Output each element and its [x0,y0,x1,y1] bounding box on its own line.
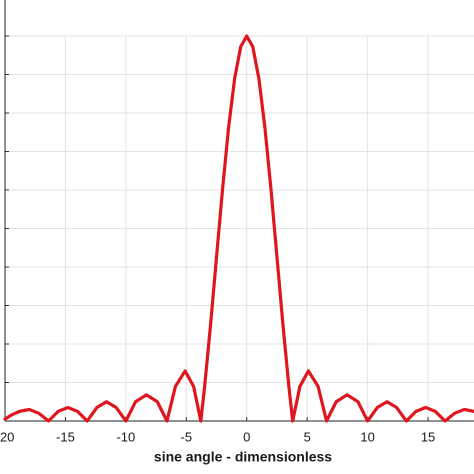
x-tick-label: -20 [0,429,14,444]
x-tick-label: -10 [116,429,135,444]
data-line [3,34,474,423]
x-tick-label: 5 [304,429,311,444]
x-tick-label: 0 [243,429,250,444]
x-axis-title: sine angle - dimensionless [154,449,332,465]
x-tick-label: -15 [56,429,75,444]
x-tick-label: 15 [421,429,435,444]
x-tick-label: -5 [181,429,193,444]
x-tick-label: 10 [360,429,374,444]
